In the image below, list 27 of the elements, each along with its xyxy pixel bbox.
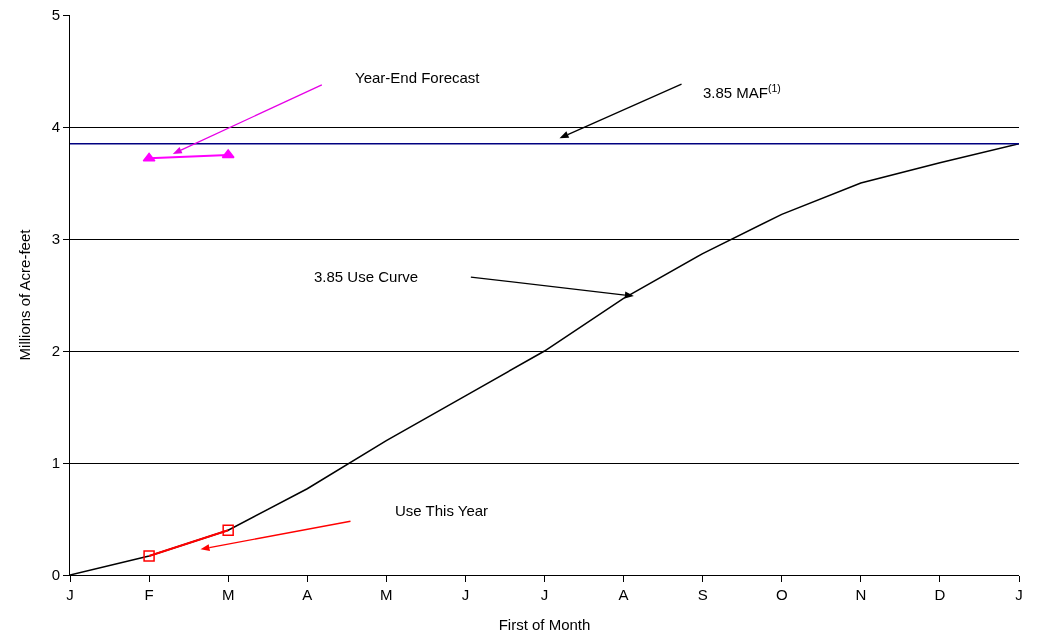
x-tick-label: M — [380, 586, 393, 603]
x-tick-label: F — [144, 586, 154, 603]
y-tick-label: 5 — [51, 6, 60, 24]
x-tick-label: M — [221, 586, 235, 603]
annotation: 3.85 MAF$^{(1)}$ — [703, 82, 781, 102]
annotation: 3.85 Use Curve — [314, 268, 419, 285]
x-tick-label: J — [66, 586, 74, 603]
x-tick-label: N — [855, 586, 867, 603]
x-tick-label: D — [934, 586, 946, 603]
y-axis-title: Millions of Acre-feet — [16, 228, 33, 361]
y-tick-label: 3 — [51, 230, 60, 248]
x-tick-label: J — [1015, 586, 1023, 603]
x-tick-label: A — [618, 586, 629, 603]
x-axis-title: First of Month — [498, 616, 591, 633]
y-tick-label: 0 — [51, 566, 60, 584]
x-tick-label: O — [775, 586, 788, 603]
point — [143, 550, 155, 562]
point — [222, 524, 234, 536]
x-tick-label: J — [540, 586, 549, 603]
annotation: Use This Year — [395, 502, 489, 519]
x-tick-label: A — [302, 586, 313, 603]
y-tick-label: 2 — [51, 342, 60, 360]
x-tick-label: S — [697, 586, 708, 603]
x-tick-label: J — [461, 586, 470, 603]
annotation: Year-End Forecast — [355, 69, 481, 86]
y-tick-label: 1 — [51, 454, 60, 472]
y-tick-label: 4 — [51, 118, 60, 136]
